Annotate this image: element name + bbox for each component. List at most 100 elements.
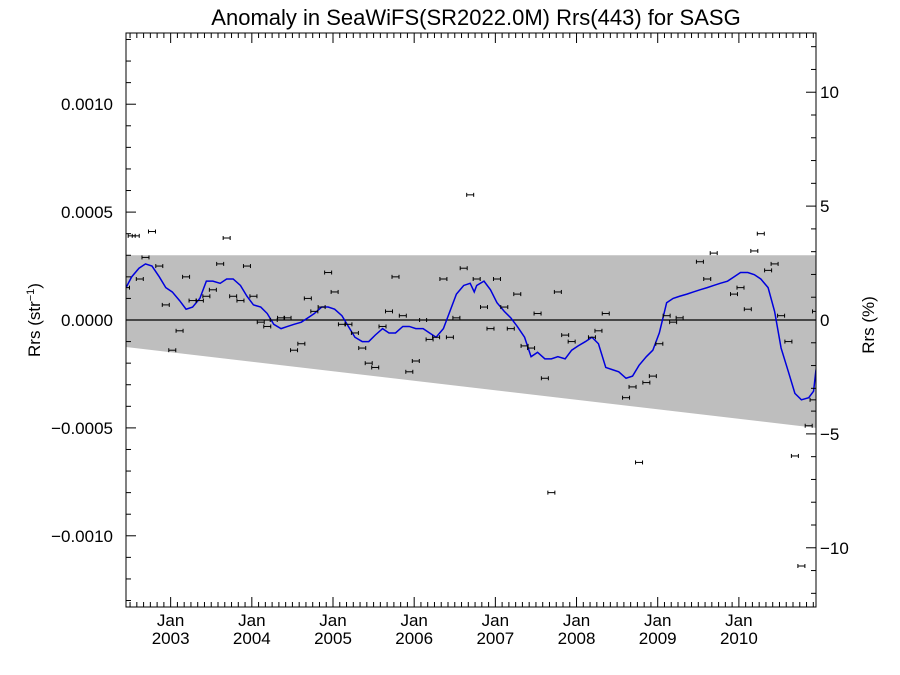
x-tick-label-month-6: Jan [644,611,671,630]
data-point-56 [492,277,501,281]
data-point-46 [425,337,434,342]
right-tick-label-0: 10 [820,83,839,102]
data-point-21 [256,320,265,325]
data-point-52 [466,192,475,197]
y-axis-label-left: Rrs (str−1) [25,283,44,357]
data-point-79 [675,315,684,320]
data-point-45 [419,318,428,322]
data-point-26 [290,348,299,353]
data-point-60 [520,343,529,348]
x-tick-label-year-1: 2004 [233,629,271,648]
data-point-2 [131,233,140,238]
data-point-7 [161,302,170,307]
data-point-76 [655,341,664,346]
x-tick-label-month-4: Jan [482,611,509,630]
data-point-50 [452,315,461,320]
data-point-47 [432,335,441,340]
data-point-25 [283,315,292,320]
data-point-70 [601,311,610,316]
data-point-69 [594,328,603,333]
data-point-43 [405,369,414,374]
data-point-84 [736,285,745,290]
data-point-72 [628,384,637,389]
plot-contents [126,192,816,568]
x-tick-label-year-3: 2006 [395,629,433,648]
right-tick-label-1: 5 [820,197,829,216]
left-tick-label-3: −0.0005 [51,419,113,438]
y-axis-label-right: Rrs (%) [859,296,878,354]
data-point-90 [777,313,786,318]
data-point-54 [479,305,488,310]
x-tick-label-month-7: Jan [725,611,752,630]
data-point-85 [743,307,752,312]
data-point-8 [168,348,177,353]
data-point-55 [486,326,495,331]
x-tick-label-month-1: Jan [238,611,265,630]
right-tick-label-2: 0 [820,311,829,330]
data-point-35 [350,330,359,335]
data-point-51 [459,266,468,271]
data-point-65 [553,289,562,294]
data-point-81 [703,277,712,281]
x-tick-label-year-7: 2010 [720,629,758,648]
smoothed-series-line [126,263,816,401]
uncertainty-band [126,255,816,428]
left-tick-label-0: 0.0010 [61,95,113,114]
data-point-88 [764,268,773,273]
x-tick-label-month-0: Jan [157,611,184,630]
data-point-41 [391,274,400,279]
data-point-66 [561,333,570,338]
x-tick-label-year-0: 2003 [152,629,190,648]
data-point-86 [750,248,759,253]
data-point-22 [263,324,272,329]
data-point-94 [804,423,813,428]
data-point-37 [364,361,373,366]
data-point-31 [324,270,333,275]
chart-title: Anomaly in SeaWiFS(SR2022.0M) Rrs(443) f… [211,5,740,30]
x-tick-label-year-4: 2007 [476,629,514,648]
data-point-5 [147,229,156,234]
data-point-74 [642,380,651,385]
data-point-0 [126,285,130,290]
x-tick-label-year-5: 2008 [558,629,596,648]
data-point-58 [506,326,515,331]
data-point-67 [567,339,576,344]
data-point-40 [385,309,394,314]
data-point-27 [297,341,306,346]
data-point-75 [648,374,657,379]
data-point-29 [310,309,319,314]
data-point-89 [770,261,779,266]
data-point-19 [242,264,251,269]
x-tick-label-year-6: 2009 [639,629,677,648]
data-point-28 [303,296,312,301]
right-tick-label-4: −10 [820,539,849,558]
data-point-68 [587,335,596,340]
data-point-82 [709,251,718,256]
data-point-96 [812,309,816,314]
data-point-32 [330,289,339,294]
data-point-93 [797,564,806,568]
data-point-57 [500,305,509,310]
data-point-73 [635,460,644,465]
data-point-48 [439,277,448,281]
data-point-42 [398,313,407,318]
data-point-83 [730,292,739,297]
data-point-44 [411,359,420,363]
left-tick-label-4: −0.0010 [51,527,113,546]
left-tick-label-2: 0.0000 [61,311,113,330]
data-point-91 [784,339,793,344]
data-point-92 [790,453,799,458]
data-point-12 [195,298,204,303]
data-point-13 [202,294,211,299]
data-point-53 [472,277,481,281]
x-tick-label-month-5: Jan [563,611,590,630]
data-point-71 [622,395,631,400]
data-point-6 [155,264,164,269]
data-point-38 [371,365,380,370]
data-point-59 [513,292,522,297]
data-point-34 [344,322,353,327]
left-tick-label-1: 0.0005 [61,203,113,222]
data-point-61 [527,346,536,351]
axes: 0.0010 0.0005 0.0000 −0.0005 −0.0010 10 5 0 −5 −1… [51,32,849,648]
data-point-87 [756,231,765,236]
